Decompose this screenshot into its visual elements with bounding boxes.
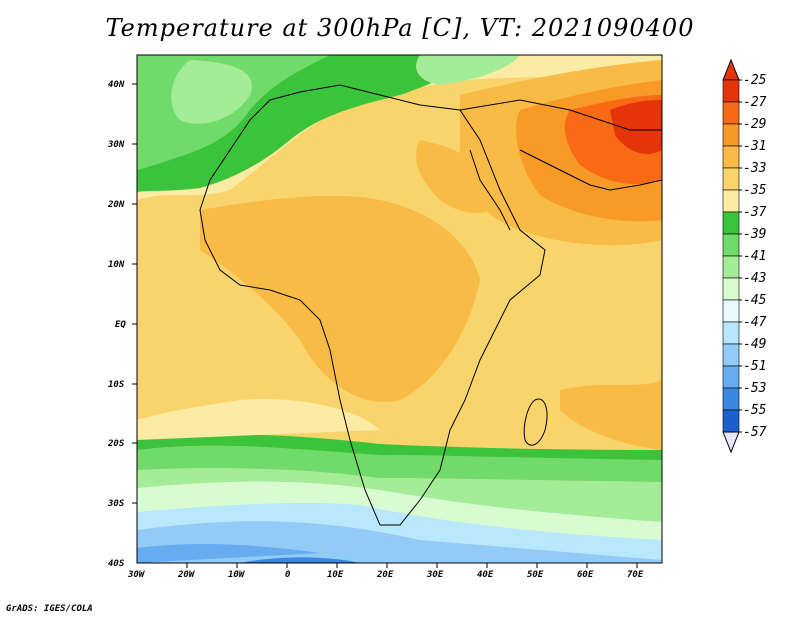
colorbar-swatch	[722, 343, 740, 367]
colorbar-label: -45	[743, 293, 767, 308]
lon-ticks	[186, 563, 638, 568]
colorbar-label: -57	[743, 425, 767, 440]
colorbar-label: -55	[743, 403, 767, 418]
lat-label: 10S	[108, 380, 125, 390]
lon-label: 50E	[527, 570, 544, 580]
coastlines	[199, 84, 662, 526]
lat-label: 30S	[107, 499, 125, 509]
map-frame	[136, 54, 663, 564]
colorbar-label: -47	[743, 315, 767, 330]
lon-label: 20W	[177, 570, 196, 580]
colorbar: -25 -27 -29 -31 -33 -35 -37 -39 -41 -43 -45 -47 -49 -…	[722, 58, 767, 454]
colorbar-label: -39	[743, 227, 766, 242]
colorbar-swatch	[722, 101, 740, 125]
colorbar-swatch	[722, 409, 740, 433]
colorbar-label: -51	[743, 359, 766, 374]
temperature-field	[137, 55, 662, 563]
colorbar-label: -27	[743, 95, 767, 110]
lat-label: 40N	[108, 80, 125, 90]
colorbar-swatch	[722, 233, 740, 257]
lat-label: 20S	[107, 439, 125, 449]
colorbar-label: -37	[743, 205, 767, 220]
colorbar-top-arrow	[722, 58, 740, 81]
colorbar-swatch	[722, 211, 740, 235]
colorbar-label: -43	[743, 271, 766, 286]
colorbar-label: -31	[743, 139, 766, 154]
colorbar-swatch	[722, 79, 740, 103]
lon-label: 10E	[327, 570, 344, 580]
lat-ticks	[132, 83, 137, 504]
colorbar-swatch	[722, 387, 740, 411]
colorbar-swatch	[722, 189, 740, 213]
colorbar-swatch	[722, 167, 740, 191]
colorbar-label: -33	[743, 161, 766, 176]
colorbar-swatch	[722, 123, 740, 147]
colorbar-swatch	[722, 145, 740, 169]
colorbar-swatch	[722, 255, 740, 279]
lat-label: 20N	[107, 200, 125, 210]
lon-label: 60E	[577, 570, 594, 580]
lon-label: 30E	[426, 570, 444, 580]
lat-label: 40S	[108, 559, 125, 569]
lat-label: EQ	[115, 320, 126, 330]
colorbar-swatch	[722, 365, 740, 389]
colorbar-label: -41	[743, 249, 766, 264]
colorbar-swatch	[722, 321, 740, 345]
colorbar-label: -35	[743, 183, 767, 198]
latitude-axis: 40N 30N 20N 10N EQ 10S 20S 30S 40S	[107, 80, 126, 569]
lon-label: 40E	[477, 570, 494, 580]
map-title: Temperature at 300hPa [C], VT: 202109040…	[105, 14, 695, 42]
colorbar-label: -29	[743, 117, 766, 132]
colorbar-swatch	[722, 299, 740, 323]
lon-label: 70E	[627, 570, 644, 580]
lon-label: 0	[285, 570, 291, 580]
lat-label: 10N	[108, 260, 125, 270]
colorbar-swatch	[722, 277, 740, 301]
lon-label: 10W	[228, 570, 246, 580]
credit-text: GrADS: IGES/COLA	[6, 604, 93, 614]
lon-label: 30W	[127, 570, 146, 580]
colorbar-label: -49	[743, 337, 766, 352]
colorbar-label: -25	[743, 73, 767, 88]
colorbar-label: -53	[743, 381, 766, 396]
colorbar-bottom-arrow	[722, 431, 740, 454]
lat-label: 30N	[107, 140, 125, 150]
longitude-axis: 30W 20W 10W 0 10E 20E 30E 40E 50E 60E 70…	[127, 570, 644, 580]
lon-label: 20E	[376, 570, 394, 580]
